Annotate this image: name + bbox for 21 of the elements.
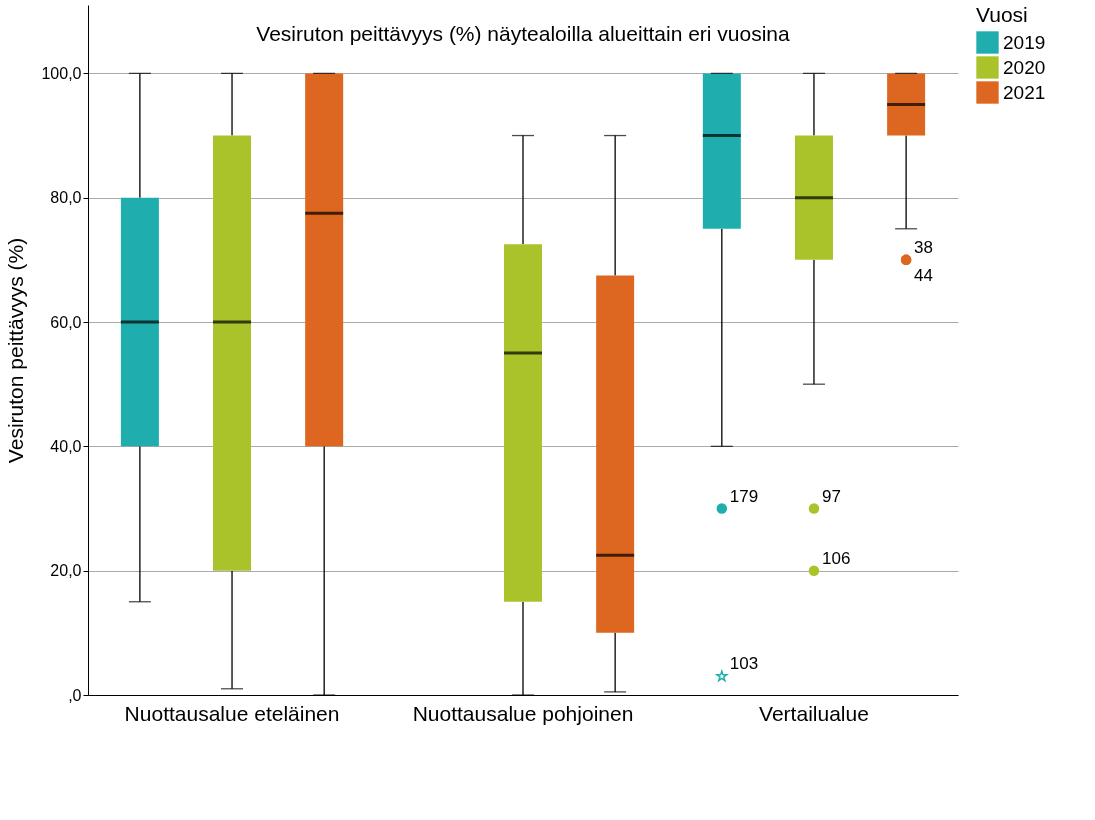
annotation: 44 [914, 265, 934, 285]
legend-title: Vuosi [976, 3, 1028, 26]
y-tick-label: 40,0 [50, 437, 82, 455]
text: Vesiruton peittävyys (%) näytealoilla alueittain eri vuosina [256, 22, 791, 45]
y-tick-label: 80,0 [50, 189, 82, 207]
legend-label: 2019 [1003, 31, 1046, 53]
x-tick-label: Nuottausalue pohjoinen [412, 701, 634, 725]
legend-label: 2020 [1003, 56, 1046, 78]
annotation: 179 [729, 486, 759, 506]
x-tick-label: Nuottausalue eteläinen [124, 701, 340, 725]
annotation: 97 [821, 486, 841, 506]
x-tick-label: Vertailualue [759, 701, 869, 725]
annotation: 103 [729, 654, 759, 674]
y-tick-label: ,0 [68, 686, 82, 704]
annotation: 38 [914, 237, 934, 257]
legend-label: 2021 [1003, 81, 1046, 103]
y-tick-label: 100,0 [41, 64, 82, 82]
y-tick-label: 60,0 [50, 313, 82, 331]
y-tick-label: 20,0 [50, 562, 82, 580]
annotation: 106 [821, 548, 851, 568]
y-axis-title: Vesiruton peittävyys (%) [4, 237, 28, 464]
